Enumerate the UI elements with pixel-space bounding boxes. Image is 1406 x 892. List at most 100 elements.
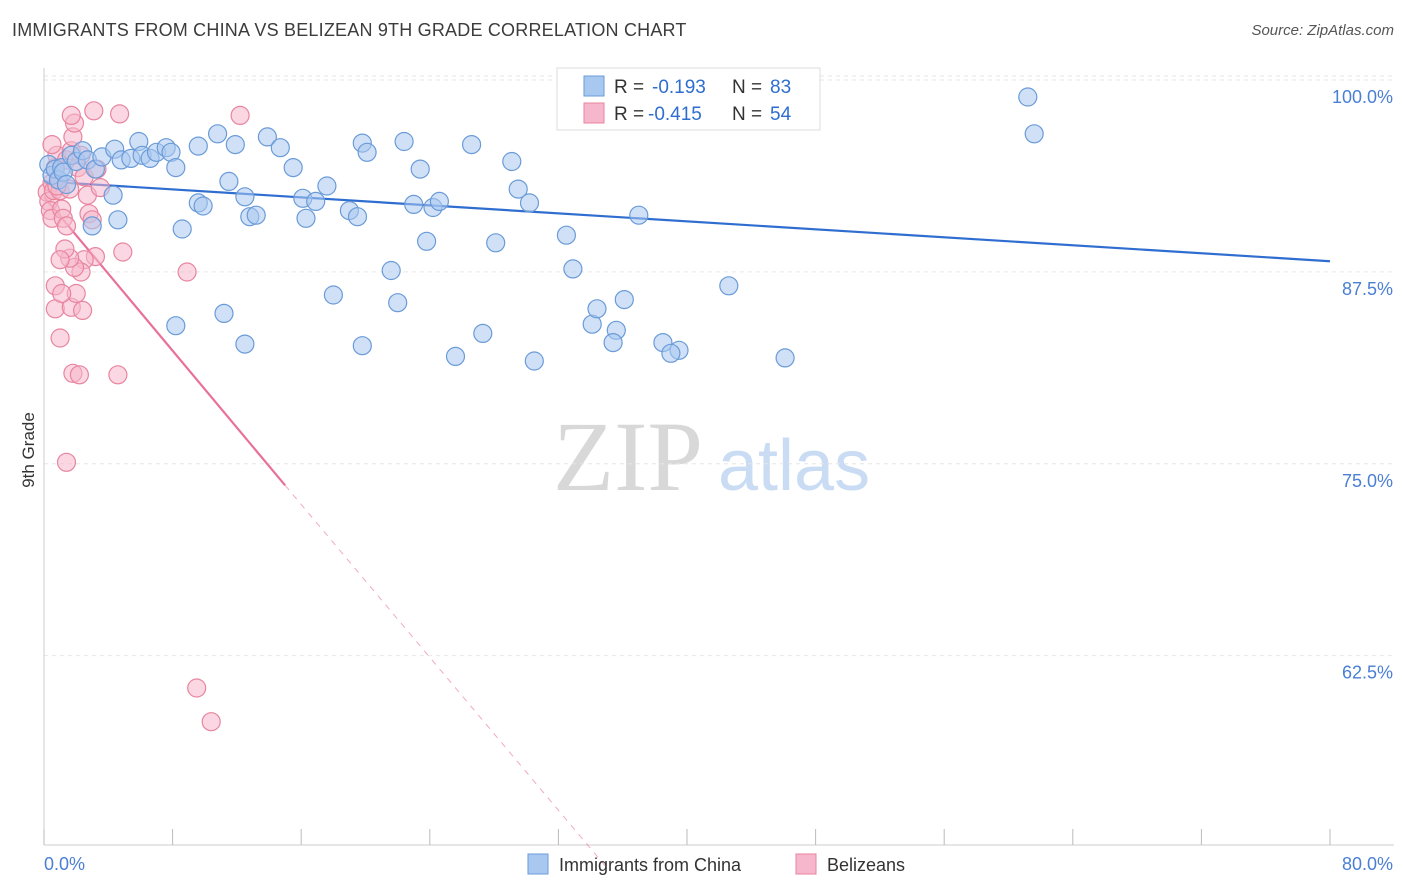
belize-point — [113, 242, 133, 262]
legend-n-value-1: 83 — [770, 77, 791, 98]
china-point — [296, 208, 316, 228]
belize-point — [108, 365, 128, 385]
china-point — [246, 205, 266, 225]
y-axis-title: 9th Grade — [19, 412, 38, 488]
china-point — [82, 216, 102, 236]
china-point — [235, 187, 255, 207]
watermark-atlas: atlas — [718, 426, 870, 506]
legend-r-label-2: R = — [614, 104, 644, 125]
china-point — [394, 131, 414, 152]
belize-point — [50, 250, 70, 270]
china-point — [283, 158, 303, 178]
bottom-legend-belize-label: Belizeans — [827, 855, 905, 875]
y-tick-label: 87.5% — [1342, 279, 1393, 299]
china-point — [417, 231, 437, 251]
china-point — [193, 196, 213, 216]
belize-trend-extension — [284, 485, 608, 868]
china-point — [347, 207, 368, 227]
china-point — [563, 259, 583, 279]
belize-point — [42, 135, 62, 155]
china-point — [502, 151, 522, 172]
belize-point — [56, 216, 77, 236]
china-point — [225, 135, 245, 155]
legend-r-label-1: R = — [614, 77, 644, 98]
data-points — [37, 87, 1044, 732]
china-point — [1018, 87, 1038, 107]
belize-trend-line — [43, 196, 286, 487]
china-point — [429, 191, 449, 211]
china-point — [629, 205, 649, 225]
china-point — [519, 193, 540, 213]
china-point — [317, 176, 337, 196]
china-point — [166, 316, 186, 336]
china-point — [219, 171, 239, 191]
y-tick-label: 75.0% — [1342, 471, 1393, 491]
belize-point — [187, 678, 207, 698]
belize-point — [177, 262, 197, 282]
china-point — [103, 185, 123, 205]
china-point — [486, 233, 506, 253]
legend-r-value-1: -0.193 — [652, 77, 706, 98]
china-point — [108, 210, 128, 230]
belize-point — [61, 105, 81, 126]
bottom-legend-china-label: Immigrants from China — [559, 855, 742, 875]
y-tick-label: 62.5% — [1342, 663, 1393, 683]
y-tick-label: 100.0% — [1332, 87, 1393, 107]
legend-n-label-2: N = — [732, 104, 762, 125]
china-point — [524, 351, 544, 371]
chart-source: Source: ZipAtlas.com — [1251, 22, 1394, 39]
grid-lines — [44, 75, 1394, 657]
china-point — [56, 174, 77, 195]
correlation-legend: R = -0.193 N = 83 R = -0.415 N = 54 — [556, 67, 821, 131]
china-point — [473, 323, 493, 343]
china-point — [410, 159, 430, 179]
belize-point — [69, 365, 90, 385]
belize-point — [230, 105, 250, 126]
china-point — [445, 346, 466, 366]
china-point — [388, 293, 408, 313]
legend-n-value-2: 54 — [770, 104, 792, 125]
china-point — [381, 260, 401, 281]
legend-china-swatch — [583, 75, 605, 97]
china-point — [661, 343, 681, 363]
belize-point — [52, 283, 72, 304]
chart-title: IMMIGRANTS FROM CHINA VS BELIZEAN 9TH GR… — [12, 20, 687, 40]
x-tick-label: 80.0% — [1342, 854, 1393, 874]
china-point — [270, 138, 290, 158]
belize-point — [56, 452, 77, 472]
china-point — [556, 225, 577, 245]
belize-point — [72, 300, 93, 320]
china-point — [614, 290, 634, 310]
china-point — [172, 219, 192, 239]
x-tick-label: 0.0% — [44, 854, 85, 874]
bottom-legend-china-swatch — [527, 853, 549, 875]
china-trend-line — [43, 180, 1331, 263]
china-point — [257, 127, 277, 147]
belize-point — [50, 328, 70, 348]
bottom-legend-belize-swatch — [795, 853, 817, 875]
legend-r-value-2: -0.415 — [648, 104, 702, 125]
china-point — [235, 334, 255, 354]
china-point — [352, 336, 372, 356]
trend-lines — [43, 180, 1331, 868]
series-legend: Immigrants from China Belizeans — [527, 853, 905, 875]
china-point — [1024, 124, 1044, 144]
china-point — [306, 191, 326, 211]
watermark-zip: ZIP — [553, 401, 703, 512]
china-point — [214, 303, 234, 323]
china-point — [508, 179, 528, 199]
legend-n-label-1: N = — [732, 77, 762, 98]
china-point — [775, 348, 795, 368]
china-point — [357, 142, 377, 162]
china-point — [404, 194, 424, 214]
china-point — [188, 136, 208, 156]
china-point — [323, 285, 343, 305]
belize-point — [84, 101, 104, 121]
legend-belize-swatch — [583, 102, 605, 124]
belize-point — [109, 104, 130, 124]
belize-point — [201, 712, 221, 732]
china-point — [208, 124, 228, 144]
china-point — [587, 299, 607, 319]
china-point — [462, 135, 482, 155]
china-point — [166, 158, 186, 178]
